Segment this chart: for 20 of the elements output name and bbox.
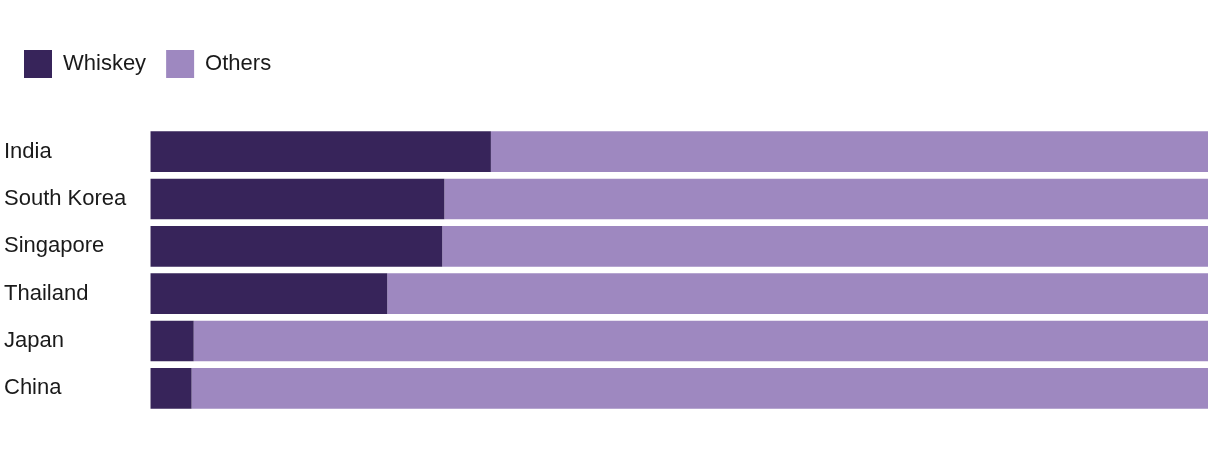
bar <box>150 367 192 409</box>
bar <box>490 131 1208 173</box>
y-tick-label: China <box>4 374 63 400</box>
bar <box>387 273 1208 315</box>
bar <box>150 131 491 173</box>
y-tick-label: South Korea <box>4 185 128 211</box>
y-tick-label: Thailand <box>4 279 89 305</box>
bar <box>442 225 1208 267</box>
bar <box>150 273 388 315</box>
bar <box>444 178 1208 220</box>
bar <box>193 320 1208 362</box>
bar <box>191 367 1208 409</box>
legend-label: Whiskey <box>63 50 147 76</box>
bar <box>150 320 194 362</box>
y-tick-label: Singapore <box>4 232 105 258</box>
y-tick-label: Japan <box>4 327 64 353</box>
bar <box>150 225 443 267</box>
legend-label: Others <box>205 50 272 76</box>
bar <box>150 178 445 220</box>
y-tick-label: India <box>4 137 53 163</box>
